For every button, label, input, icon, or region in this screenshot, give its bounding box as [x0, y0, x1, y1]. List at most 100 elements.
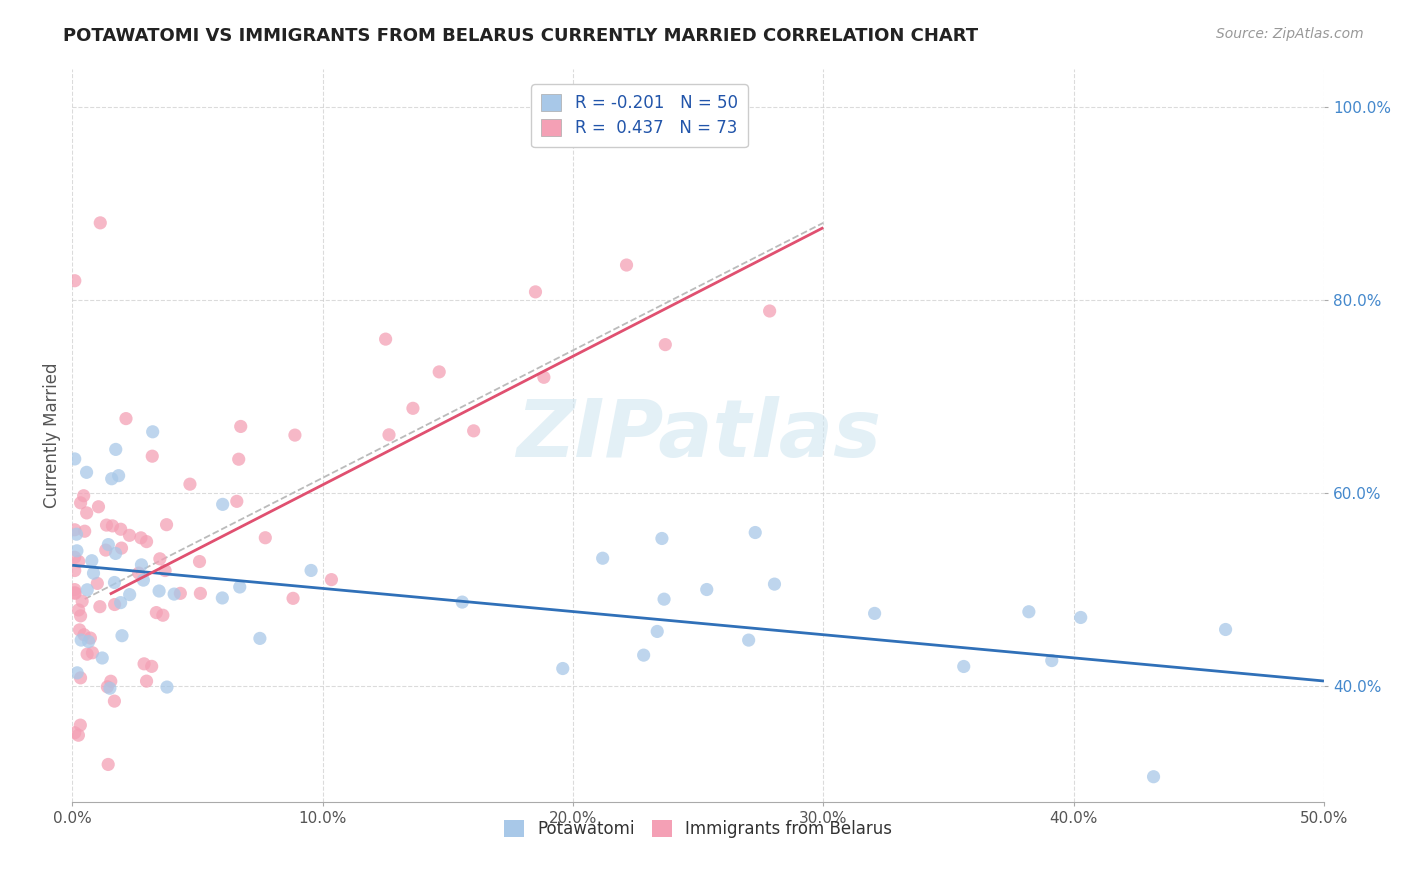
Point	[652, 592, 675, 607]
Point	[104, 546, 127, 560]
Point	[80, 554, 103, 568]
Point	[737, 633, 759, 648]
Point	[1142, 770, 1164, 784]
Point	[402, 401, 425, 416]
Point	[65, 527, 87, 541]
Point	[211, 497, 233, 511]
Point	[63, 586, 86, 600]
Point	[633, 648, 655, 662]
Point	[96, 680, 118, 694]
Point	[463, 424, 485, 438]
Point	[91, 651, 114, 665]
Point	[299, 564, 322, 578]
Point	[374, 332, 396, 346]
Point	[763, 577, 786, 591]
Point	[132, 657, 155, 671]
Legend: Potawatomi, Immigrants from Belarus: Potawatomi, Immigrants from Belarus	[498, 813, 898, 845]
Point	[89, 216, 111, 230]
Point	[76, 506, 98, 520]
Point	[69, 608, 91, 623]
Point	[1018, 605, 1040, 619]
Point	[131, 558, 153, 572]
Point	[149, 551, 172, 566]
Point	[83, 566, 105, 581]
Point	[101, 519, 124, 533]
Point	[145, 606, 167, 620]
Text: POTAWATOMI VS IMMIGRANTS FROM BELARUS CURRENTLY MARRIED CORRELATION CHART: POTAWATOMI VS IMMIGRANTS FROM BELARUS CU…	[63, 27, 979, 45]
Point	[758, 304, 780, 318]
Point	[111, 629, 134, 643]
Point	[592, 551, 614, 566]
Point	[69, 623, 91, 637]
Point	[156, 680, 179, 694]
Point	[141, 659, 163, 673]
Point	[98, 681, 121, 696]
Point	[79, 631, 101, 645]
Point	[155, 517, 177, 532]
Point	[148, 584, 170, 599]
Point	[94, 543, 117, 558]
Point	[321, 573, 343, 587]
Point	[66, 544, 89, 558]
Point	[128, 566, 150, 580]
Point	[211, 591, 233, 605]
Point	[67, 554, 90, 568]
Y-axis label: Currently Married: Currently Married	[44, 362, 60, 508]
Point	[96, 518, 118, 533]
Point	[524, 285, 547, 299]
Point	[67, 728, 90, 742]
Point	[141, 449, 163, 463]
Point	[188, 555, 211, 569]
Point	[1040, 654, 1063, 668]
Point	[100, 472, 122, 486]
Point	[132, 573, 155, 587]
Point	[135, 534, 157, 549]
Point	[651, 532, 673, 546]
Point	[229, 580, 252, 594]
Point	[97, 538, 120, 552]
Text: Source: ZipAtlas.com: Source: ZipAtlas.com	[1216, 27, 1364, 41]
Point	[103, 575, 125, 590]
Point	[118, 588, 141, 602]
Point	[76, 647, 98, 661]
Point	[70, 594, 93, 608]
Point	[103, 694, 125, 708]
Point	[225, 494, 247, 508]
Point	[63, 523, 86, 537]
Point	[533, 370, 555, 384]
Point	[284, 428, 307, 442]
Point	[1215, 623, 1237, 637]
Text: ZIPatlas: ZIPatlas	[516, 396, 880, 474]
Point	[82, 646, 104, 660]
Point	[86, 576, 108, 591]
Point	[179, 477, 201, 491]
Point	[69, 718, 91, 732]
Point	[104, 598, 127, 612]
Point	[254, 531, 277, 545]
Point	[152, 608, 174, 623]
Point	[67, 603, 90, 617]
Point	[616, 258, 638, 272]
Point	[135, 674, 157, 689]
Point	[863, 607, 886, 621]
Point	[551, 661, 574, 675]
Point	[115, 411, 138, 425]
Point	[451, 595, 474, 609]
Point	[73, 524, 96, 539]
Point	[69, 671, 91, 685]
Point	[73, 628, 96, 642]
Point	[76, 582, 98, 597]
Point	[110, 522, 132, 536]
Point	[190, 586, 212, 600]
Point	[378, 427, 401, 442]
Point	[1070, 610, 1092, 624]
Point	[70, 633, 93, 648]
Point	[169, 586, 191, 600]
Point	[73, 489, 96, 503]
Point	[110, 541, 132, 555]
Point	[744, 525, 766, 540]
Point	[63, 585, 86, 599]
Point	[77, 634, 100, 648]
Point	[66, 665, 89, 680]
Point	[63, 550, 86, 565]
